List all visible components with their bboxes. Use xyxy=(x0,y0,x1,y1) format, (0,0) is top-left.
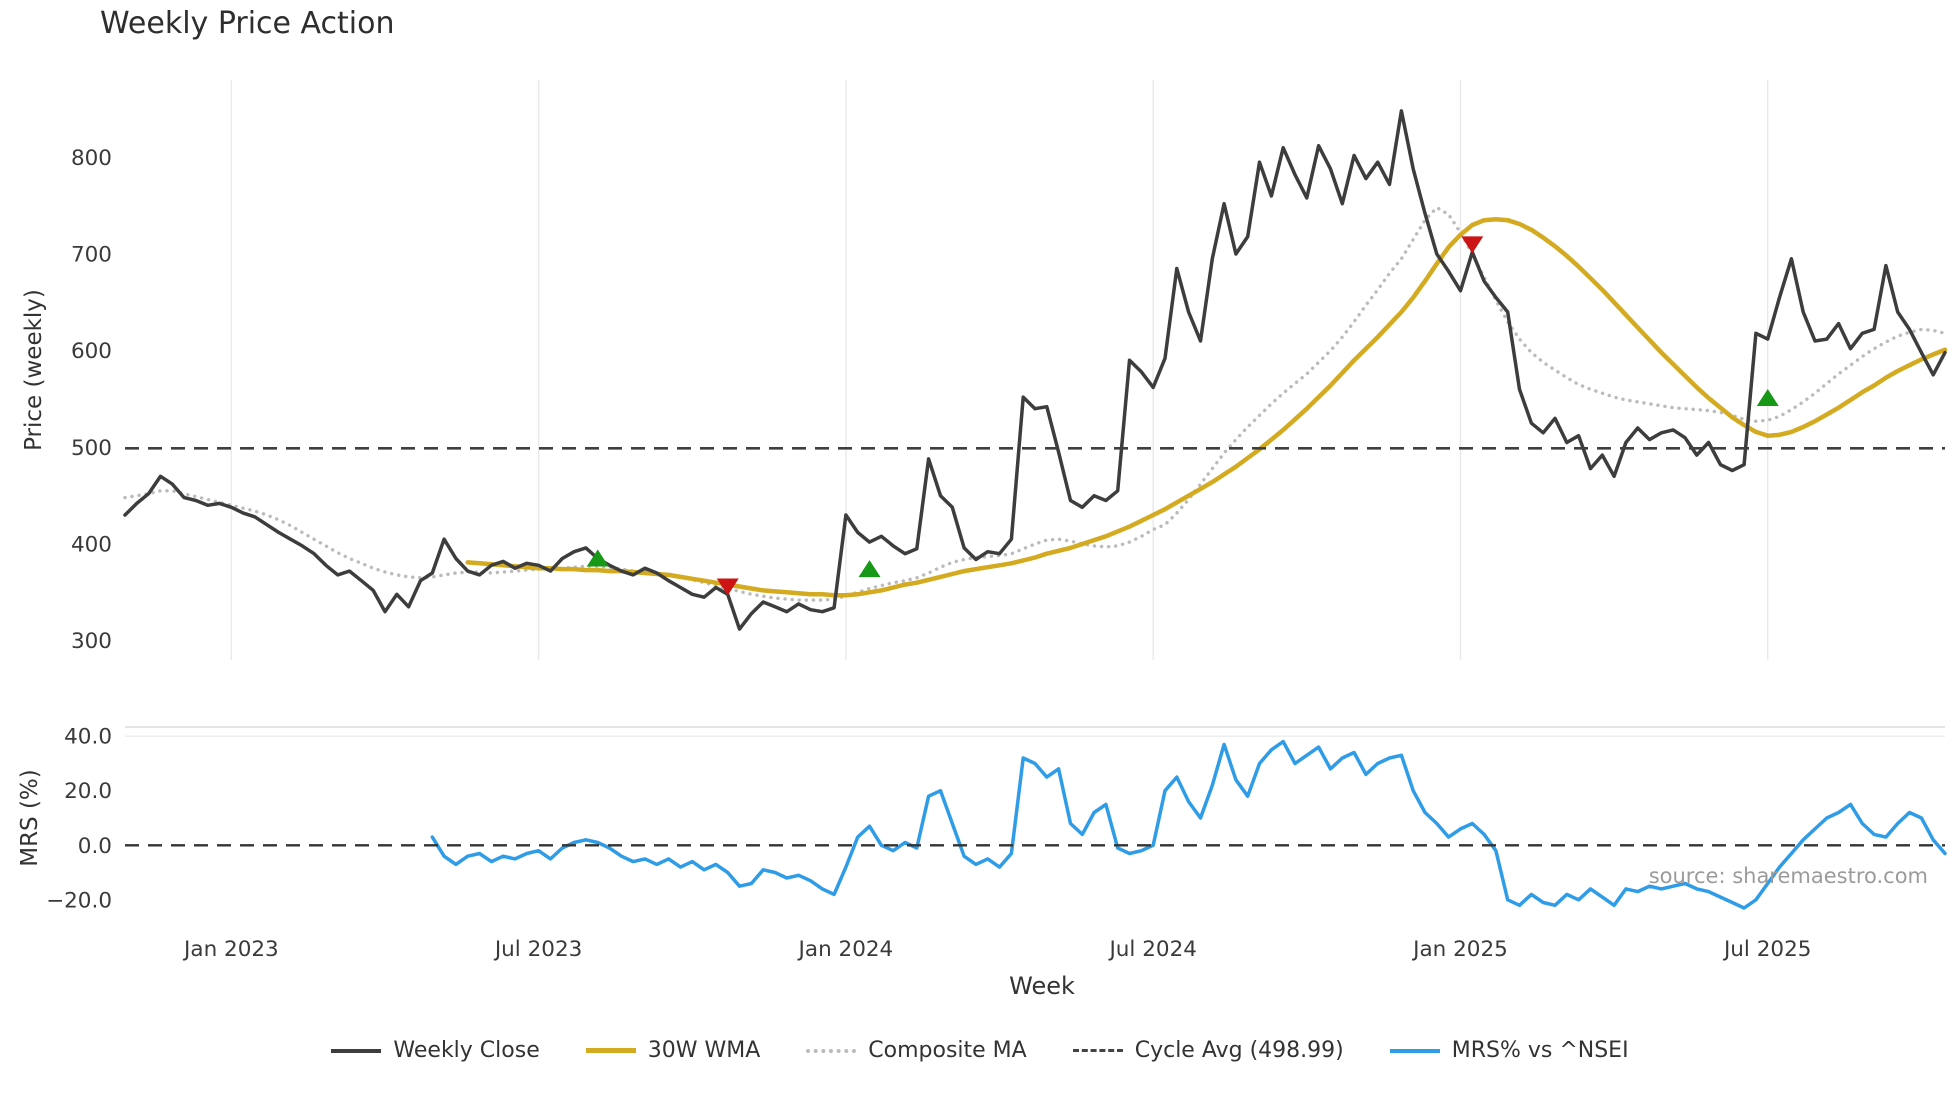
svg-text:0.0: 0.0 xyxy=(78,834,112,859)
legend-label-30w-wma: 30W WMA xyxy=(647,1038,761,1063)
legend-label-cycle-avg: Cycle Avg (498.99) xyxy=(1134,1038,1344,1063)
chart-title: Weekly Price Action xyxy=(100,6,395,41)
legend-item-30w-wma: 30W WMA xyxy=(585,1038,761,1063)
legend-item-composite-ma: Composite MA xyxy=(806,1038,1027,1063)
svg-text:Jan 2024: Jan 2024 xyxy=(797,937,894,962)
mrs-line-swatch xyxy=(1389,1048,1440,1053)
composite-ma-line-swatch xyxy=(806,1048,857,1053)
svg-text:Jan 2025: Jan 2025 xyxy=(1411,937,1508,962)
source-watermark: source: sharemaestro.com xyxy=(1648,864,1928,888)
svg-text:−20.0: −20.0 xyxy=(46,888,112,913)
svg-text:Jul 2025: Jul 2025 xyxy=(1722,937,1812,962)
svg-text:500: 500 xyxy=(71,436,112,461)
svg-text:600: 600 xyxy=(71,339,112,364)
legend-item-cycle-avg: Cycle Avg (498.99) xyxy=(1072,1038,1344,1063)
mrs-axis-label: MRS (%) xyxy=(17,769,43,867)
legend-item-weekly-close: Weekly Close xyxy=(331,1038,540,1063)
chart-legend: Weekly Close 30W WMA Composite MA Cycle … xyxy=(0,1038,1960,1063)
x-axis-label: Week xyxy=(1009,972,1075,1000)
svg-text:700: 700 xyxy=(71,243,112,268)
legend-label-composite-ma: Composite MA xyxy=(868,1038,1027,1063)
svg-text:Jan 2023: Jan 2023 xyxy=(182,937,279,962)
legend-item-mrs: MRS% vs ^NSEI xyxy=(1389,1038,1629,1063)
svg-text:40.0: 40.0 xyxy=(64,725,112,750)
legend-label-weekly-close: Weekly Close xyxy=(393,1038,540,1063)
wma-line-swatch xyxy=(585,1048,636,1053)
svg-text:400: 400 xyxy=(71,533,112,558)
svg-text:20.0: 20.0 xyxy=(64,779,112,804)
price-axis-label: Price (weekly) xyxy=(21,289,47,451)
cycle-avg-line-swatch xyxy=(1072,1049,1123,1052)
svg-text:Jul 2024: Jul 2024 xyxy=(1107,937,1197,962)
legend-label-mrs: MRS% vs ^NSEI xyxy=(1451,1038,1629,1063)
svg-text:Jul 2023: Jul 2023 xyxy=(493,937,583,962)
svg-text:800: 800 xyxy=(71,146,112,171)
svg-text:300: 300 xyxy=(71,629,112,654)
weekly-close-line-swatch xyxy=(331,1048,382,1053)
